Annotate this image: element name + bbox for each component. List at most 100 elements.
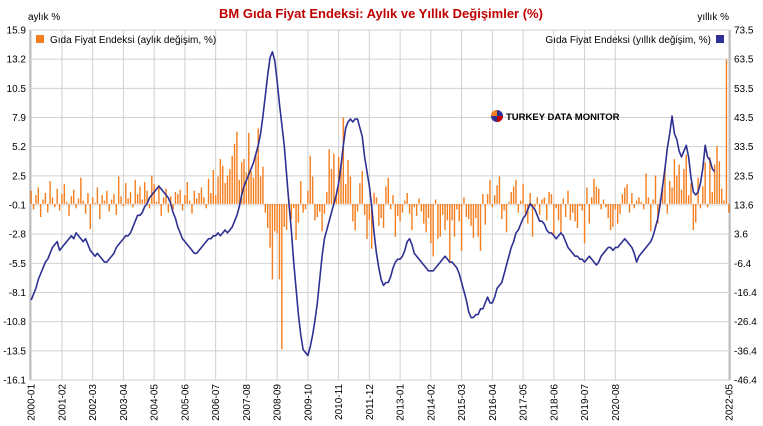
monthly-bar [616, 203, 619, 224]
monthly-bar [345, 184, 347, 204]
monthly-bar [560, 203, 562, 235]
monthly-bar [477, 203, 479, 237]
monthly-bar [605, 203, 607, 208]
monthly-bar [548, 191, 550, 204]
monthly-bar [683, 168, 685, 204]
monthly-bar [179, 189, 181, 204]
monthly-bar [75, 203, 77, 209]
right-axis-label: yıllık % [697, 12, 729, 23]
monthly-bar [723, 200, 725, 204]
monthly-bar [326, 191, 328, 204]
monthly-bar [356, 203, 359, 212]
monthly-bar [205, 203, 207, 209]
monthly-bar [702, 186, 704, 204]
monthly-bar [238, 179, 240, 204]
monthly-bar [219, 159, 222, 204]
monthly-bar [496, 185, 498, 204]
monthly-bar [177, 194, 179, 204]
monthly-bar [160, 203, 162, 216]
monthly-bar [385, 186, 387, 204]
monthly-bar [354, 203, 356, 231]
monthly-bar [465, 203, 468, 218]
monthly-bar [255, 154, 257, 204]
monthly-bar [139, 186, 141, 204]
monthly-bar [248, 132, 250, 204]
monthly-bar [654, 175, 657, 204]
left-tick-label: 15.9 [7, 26, 27, 37]
monthly-bar [30, 190, 32, 204]
monthly-bar [120, 196, 122, 204]
right-tick-label: 13.6 [734, 201, 754, 212]
monthly-bar [340, 164, 342, 204]
monthly-bar [645, 173, 647, 204]
x-tick-label: 2014-02 [426, 384, 437, 421]
legend-left-swatch [36, 35, 44, 43]
left-tick-label: 2.5 [12, 171, 26, 182]
monthly-bar [217, 176, 219, 204]
monthly-bar [642, 203, 645, 210]
monthly-bar [633, 203, 635, 209]
globe-icon-accent-2 [497, 116, 503, 122]
right-tick-label: 33.5 [734, 142, 754, 153]
right-tick-label: -36.4 [734, 346, 757, 357]
monthly-bar [586, 187, 588, 204]
monthly-bar [576, 203, 579, 228]
monthly-bar [172, 203, 174, 210]
monthly-bar [363, 203, 366, 215]
monthly-bar [153, 184, 155, 204]
monthly-bar [420, 203, 423, 212]
legend-right-label: Gıda Fiyat Endeksi (yıllık değişim, %) [545, 35, 711, 46]
monthly-bar [96, 187, 99, 204]
x-tick-label: 2013-01 [396, 384, 407, 421]
monthly-bar [54, 203, 56, 208]
monthly-bar [224, 183, 226, 204]
right-tick-label: -16.4 [734, 288, 757, 299]
monthly-bar [101, 195, 103, 204]
globe-icon-accent [491, 110, 497, 116]
monthly-bar [652, 199, 654, 204]
monthly-bar [122, 203, 125, 207]
left-tick-label: -8.1 [9, 288, 27, 299]
monthly-bar [401, 203, 404, 213]
monthly-bar [302, 203, 304, 213]
monthly-bar [661, 185, 664, 204]
monthly-bar [668, 180, 671, 204]
monthly-bar [39, 203, 42, 218]
monthly-bar [266, 203, 269, 228]
x-tick-label: 2020-08 [611, 384, 622, 421]
monthly-bar [484, 203, 486, 225]
monthly-bar [673, 159, 676, 204]
monthly-bar [203, 197, 205, 204]
monthly-bar [87, 192, 89, 204]
monthly-bar [359, 183, 361, 204]
right-tick-label: -46.4 [734, 376, 757, 387]
monthly-bar [297, 203, 300, 223]
monthly-bar [614, 203, 617, 210]
yearly-line-layer [30, 51, 716, 357]
monthly-bar [382, 203, 385, 228]
monthly-bar [316, 203, 319, 218]
monthly-bar [650, 203, 652, 232]
monthly-bar [626, 184, 628, 204]
monthly-bar [117, 176, 120, 204]
monthly-bar [529, 192, 531, 204]
monthly-bar [564, 203, 567, 218]
monthly-bar [491, 203, 494, 208]
monthly-bar [307, 190, 309, 204]
monthly-bar [89, 203, 92, 230]
monthly-bar [170, 196, 172, 204]
monthly-bar [512, 186, 515, 204]
left-tick-label: 7.9 [12, 113, 26, 124]
monthly-bar [458, 203, 460, 222]
x-tick-label: 2002-03 [88, 384, 99, 421]
monthly-bar [290, 203, 293, 220]
monthly-bar [32, 203, 35, 210]
monthly-bar [583, 203, 586, 244]
x-tick-label: 2000-01 [27, 384, 38, 421]
monthly-bar [115, 203, 118, 215]
monthly-bar [467, 203, 470, 220]
monthly-bar [404, 200, 406, 204]
monthly-bar [713, 164, 716, 204]
monthly-bar [567, 190, 569, 204]
